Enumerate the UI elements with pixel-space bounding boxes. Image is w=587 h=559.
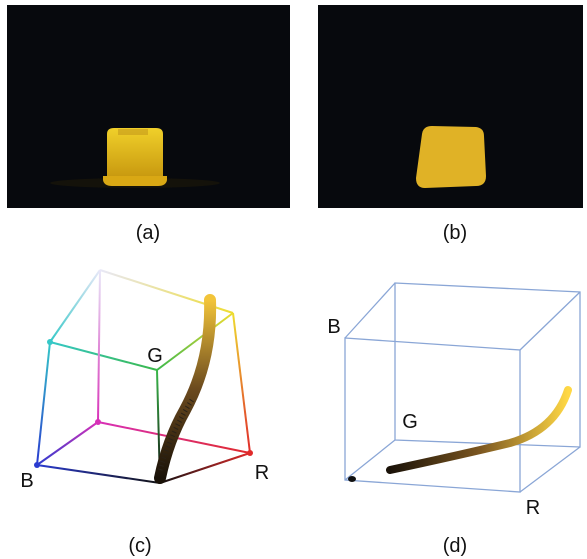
pixel-cluster bbox=[348, 476, 356, 482]
axis-label: R bbox=[255, 462, 269, 484]
cube-edge bbox=[36, 421, 99, 466]
cube-edge bbox=[97, 269, 101, 423]
panel-b: (b) bbox=[318, 5, 583, 244]
object-base bbox=[103, 176, 167, 186]
segmented-object bbox=[416, 126, 486, 188]
vertex bbox=[34, 462, 40, 468]
caption: (a) bbox=[136, 222, 160, 244]
axis-label: G bbox=[147, 345, 163, 367]
vertex bbox=[247, 450, 253, 456]
cube-edge bbox=[344, 439, 396, 481]
axis-label: B bbox=[327, 316, 340, 338]
axis-label: G bbox=[402, 411, 418, 433]
panel-a: (a) bbox=[7, 5, 290, 244]
cube-edge bbox=[36, 341, 51, 466]
panel-d: B G R (d) bbox=[327, 282, 581, 557]
cube-edge bbox=[156, 312, 234, 371]
cube-edge bbox=[49, 269, 101, 343]
vertex bbox=[95, 419, 101, 425]
caption: (c) bbox=[128, 535, 151, 557]
caption: (d) bbox=[443, 535, 467, 557]
axis-label: B bbox=[20, 470, 33, 492]
pixel-cloud bbox=[386, 386, 572, 474]
object bbox=[107, 128, 163, 176]
cube-edge bbox=[519, 446, 581, 493]
pixel-scatter bbox=[157, 398, 195, 471]
cube-edge bbox=[232, 312, 251, 454]
pixel-cloud bbox=[154, 294, 217, 484]
vertex bbox=[47, 339, 53, 345]
cube-edge bbox=[36, 464, 161, 484]
cube-edge bbox=[344, 282, 396, 339]
cube-front-face bbox=[344, 337, 521, 493]
cube-edge bbox=[159, 452, 251, 484]
object-top bbox=[118, 129, 148, 135]
axis-label: R bbox=[526, 497, 540, 519]
caption: (b) bbox=[443, 222, 467, 244]
cube-edge bbox=[49, 341, 158, 371]
cube-edge bbox=[519, 291, 581, 351]
panel-c: B G R (c) bbox=[20, 269, 269, 557]
